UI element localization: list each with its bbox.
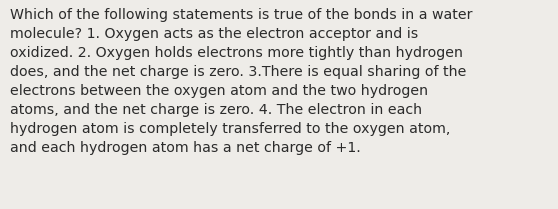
- Text: Which of the following statements is true of the bonds in a water
molecule? 1. O: Which of the following statements is tru…: [10, 8, 473, 155]
